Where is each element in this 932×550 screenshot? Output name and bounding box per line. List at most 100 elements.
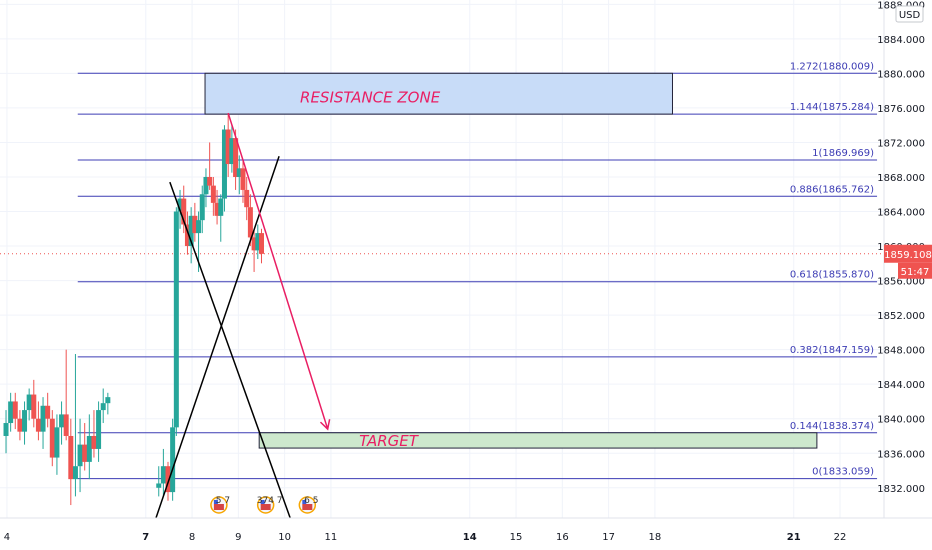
candle-body — [91, 435, 97, 449]
candle-body — [86, 435, 92, 462]
candle-body — [221, 129, 227, 199]
candle-body — [160, 466, 166, 484]
event-flag-stripe — [302, 504, 313, 510]
candle-body — [165, 466, 171, 493]
target-zone-label: TARGET — [359, 432, 420, 450]
target-arrow-head — [319, 419, 331, 431]
candle-body — [45, 405, 51, 419]
price-zones[interactable]: RESISTANCE ZONE TARGET — [204, 72, 818, 450]
fib-level-label: 0.886(1865.762) — [790, 184, 874, 195]
countdown-label: 51:47 — [901, 267, 930, 278]
price-tick-label: 1832.000 — [877, 484, 925, 495]
price-tag-box — [884, 244, 932, 263]
candle-body — [12, 401, 18, 419]
candle-body — [233, 138, 239, 177]
price-tick-label: 1844.000 — [877, 380, 925, 391]
time-axis-ticks: 4 7 8 9 10 11 14 15 16 17 18 21 22 — [4, 532, 847, 543]
currency-badge-box — [895, 5, 924, 23]
candle-body — [77, 444, 83, 467]
countdown-box — [898, 262, 932, 279]
event-badge-label: 5 7 — [216, 496, 230, 506]
fib-level-label: 1.272(1880.009) — [790, 61, 874, 72]
fib-level-label: 0.618(1855.870) — [790, 270, 874, 281]
current-price-label: 1859.108 — [884, 250, 932, 261]
candle-body — [255, 233, 261, 251]
candle-body — [54, 427, 60, 458]
candle-body — [8, 401, 14, 424]
candle-body — [199, 194, 205, 221]
candle-body — [40, 405, 46, 432]
time-tick-label: 14 — [463, 532, 477, 543]
candle-body — [26, 394, 32, 411]
candle-body — [100, 403, 106, 411]
candle-body — [35, 418, 41, 432]
time-tick-label: 15 — [510, 532, 523, 543]
trend-line[interactable] — [155, 156, 280, 519]
price-tick-label: 1848.000 — [877, 346, 925, 357]
candle-body — [181, 198, 187, 225]
event-flag-stripe — [260, 504, 271, 510]
fib-level-label: 1.144(1875.284) — [790, 102, 874, 113]
zone-box[interactable] — [204, 72, 673, 115]
time-tick-label: 18 — [649, 532, 662, 543]
event-flag-canton — [260, 500, 265, 504]
currency-label: USD — [899, 10, 921, 21]
price-tick-label: 1856.000 — [877, 277, 925, 288]
candle-body — [59, 414, 65, 428]
candle-body — [17, 418, 23, 432]
resistance-zone-label: RESISTANCE ZONE — [300, 88, 441, 106]
candle-body — [173, 211, 179, 428]
time-tick-label: 4 — [4, 532, 10, 543]
candle-body — [196, 220, 202, 234]
trend-line[interactable] — [169, 181, 291, 519]
candle-body — [210, 185, 216, 203]
price-tick-label: 1872.000 — [877, 138, 925, 149]
price-tick-label: 1836.000 — [877, 449, 925, 460]
candle-body — [258, 233, 264, 254]
candle-body — [251, 237, 257, 251]
event-flag-canton — [213, 500, 218, 504]
currency-badge[interactable]: USD — [895, 5, 924, 23]
current-price-tag: 1859.108 51:47 — [884, 244, 932, 279]
time-axis[interactable] — [0, 517, 932, 550]
price-tick-label: 1884.000 — [877, 35, 925, 46]
candle-body — [31, 394, 37, 419]
candle-body — [247, 207, 253, 238]
trend-drawings[interactable] — [155, 112, 331, 519]
time-tick-label: 17 — [602, 532, 615, 543]
candle-body — [225, 129, 231, 165]
price-tick-label: 1840.000 — [877, 415, 925, 426]
fibonacci-levels[interactable]: 1.272(1880.009) 1.144(1875.284) 1(1869.969… — [77, 61, 878, 480]
economic-events[interactable]: 5 7 374 7 6 5 — [210, 496, 319, 514]
candle-body — [68, 435, 74, 480]
time-tick-label: 11 — [325, 532, 338, 543]
time-tick-label: 22 — [834, 532, 847, 543]
candle-body — [22, 410, 28, 432]
time-tick-label: 21 — [787, 532, 801, 543]
time-tick-label: 9 — [235, 532, 241, 543]
event-flag-stripe — [213, 504, 224, 510]
event-badge-label: 374 7 — [257, 496, 283, 506]
price-tick-label: 1876.000 — [877, 104, 925, 115]
candle-body — [229, 138, 235, 165]
candle-body — [72, 466, 78, 480]
price-axis-ticks: 1832.000 1836.000 1840.000 1844.000 1848.000… — [877, 0, 925, 494]
candlestick-series — [3, 113, 264, 506]
candle-body — [188, 215, 194, 247]
target-arrow-line[interactable] — [227, 112, 329, 430]
candle-body — [203, 176, 209, 195]
candle-body — [236, 168, 242, 177]
candle-body — [218, 198, 224, 216]
candle-body — [63, 414, 69, 436]
time-tick-label: 16 — [556, 532, 569, 543]
time-tick-label: 7 — [142, 532, 149, 543]
price-tick-label: 1880.000 — [877, 69, 925, 80]
fib-level-label: 0.382(1847.159) — [790, 345, 874, 356]
candle-body — [207, 176, 213, 186]
fib-level-label: 0.144(1838.374) — [790, 421, 874, 432]
zone-box[interactable] — [258, 432, 818, 449]
candle-body — [184, 224, 190, 247]
price-tick-label: 1868.000 — [877, 173, 925, 184]
time-tick-label: 8 — [189, 532, 195, 543]
